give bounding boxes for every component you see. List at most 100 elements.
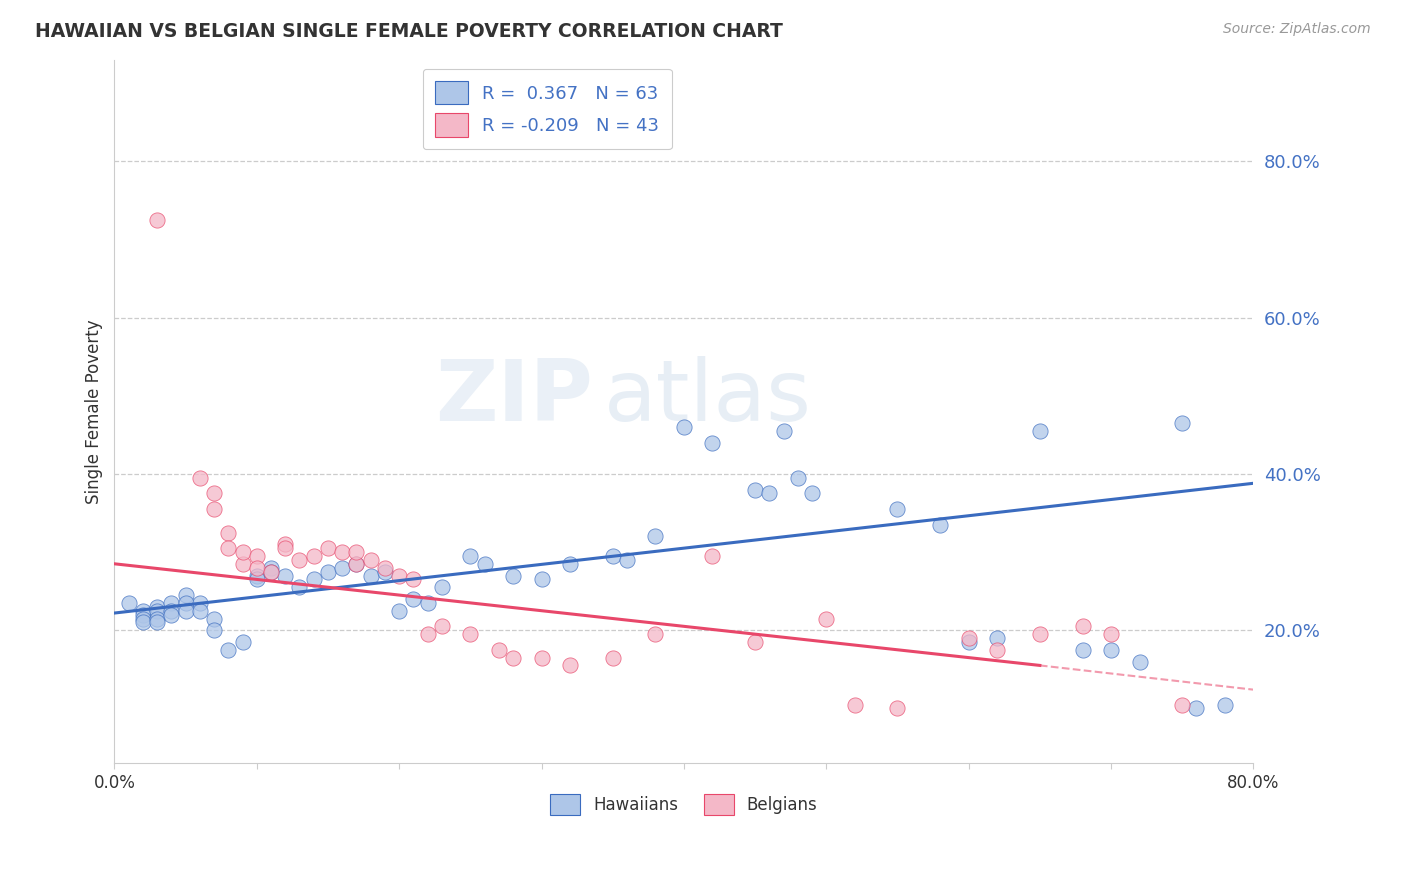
Point (558, 557, 581, 571)
Point (644, 529, 666, 543)
Point (744, 635, 766, 649)
Point (274, 541, 297, 556)
Point (1128, 655, 1150, 669)
Legend: Hawaiians, Belgians: Hawaiians, Belgians (540, 784, 828, 825)
Point (530, 650, 553, 665)
Point (160, 596, 183, 610)
Point (146, 611, 169, 625)
Point (160, 604, 183, 618)
Point (929, 517, 952, 532)
Point (132, 611, 155, 625)
Point (502, 650, 524, 665)
Point (602, 549, 624, 563)
Point (360, 553, 382, 567)
Point (672, 420, 695, 434)
Point (302, 573, 325, 587)
Point (202, 486, 225, 500)
Point (402, 573, 425, 587)
Point (346, 557, 368, 571)
Point (374, 560, 396, 574)
Point (246, 560, 269, 574)
Point (558, 658, 581, 673)
Text: ZIP: ZIP (434, 356, 593, 439)
Point (702, 435, 724, 450)
Point (174, 604, 197, 618)
Point (274, 537, 297, 551)
Point (330, 560, 353, 574)
Point (430, 619, 453, 633)
Point (957, 635, 980, 649)
Point (188, 604, 211, 618)
Point (146, 615, 169, 630)
Y-axis label: Single Female Poverty: Single Female Poverty (86, 319, 103, 504)
Point (232, 635, 254, 649)
Point (1099, 627, 1122, 641)
Point (132, 615, 155, 630)
Point (232, 557, 254, 571)
Point (202, 624, 225, 638)
Point (346, 545, 368, 559)
Point (744, 483, 766, 497)
Point (132, 607, 155, 622)
Point (460, 627, 482, 641)
Point (246, 549, 269, 563)
Point (1029, 627, 1052, 641)
Point (260, 565, 283, 579)
Point (260, 565, 283, 579)
Point (160, 607, 183, 622)
Point (786, 471, 808, 485)
Point (302, 549, 325, 563)
Point (886, 502, 908, 516)
Point (388, 568, 411, 582)
Point (388, 604, 411, 618)
Point (986, 631, 1008, 645)
Point (146, 599, 169, 614)
Point (246, 573, 269, 587)
Point (844, 698, 866, 712)
Point (1171, 698, 1194, 712)
Point (1071, 642, 1094, 657)
Point (288, 580, 311, 594)
Point (1099, 642, 1122, 657)
Point (957, 631, 980, 645)
Point (402, 591, 425, 606)
Point (416, 596, 439, 610)
Point (502, 568, 524, 582)
Point (232, 545, 254, 559)
Point (1185, 701, 1208, 715)
Point (146, 212, 169, 227)
Point (146, 604, 169, 618)
Point (488, 642, 510, 657)
Point (217, 642, 239, 657)
Point (188, 596, 211, 610)
Point (316, 541, 339, 556)
Point (1071, 619, 1094, 633)
Point (815, 611, 838, 625)
Point (644, 627, 666, 641)
Text: atlas: atlas (605, 356, 813, 439)
Text: Source: ZipAtlas.com: Source: ZipAtlas.com (1223, 22, 1371, 37)
Point (1213, 698, 1236, 712)
Point (316, 565, 339, 579)
Point (274, 568, 297, 582)
Point (886, 701, 908, 715)
Point (217, 541, 239, 556)
Point (986, 642, 1008, 657)
Point (217, 525, 239, 540)
Point (772, 424, 794, 438)
Point (801, 486, 824, 500)
Point (174, 596, 197, 610)
Point (530, 573, 553, 587)
Point (374, 565, 396, 579)
Point (174, 588, 197, 602)
Point (460, 549, 482, 563)
Point (758, 486, 780, 500)
Point (416, 627, 439, 641)
Point (132, 604, 155, 618)
Point (474, 557, 496, 571)
Point (602, 650, 624, 665)
Point (1029, 424, 1052, 438)
Point (330, 545, 353, 559)
Point (616, 553, 638, 567)
Point (117, 596, 139, 610)
